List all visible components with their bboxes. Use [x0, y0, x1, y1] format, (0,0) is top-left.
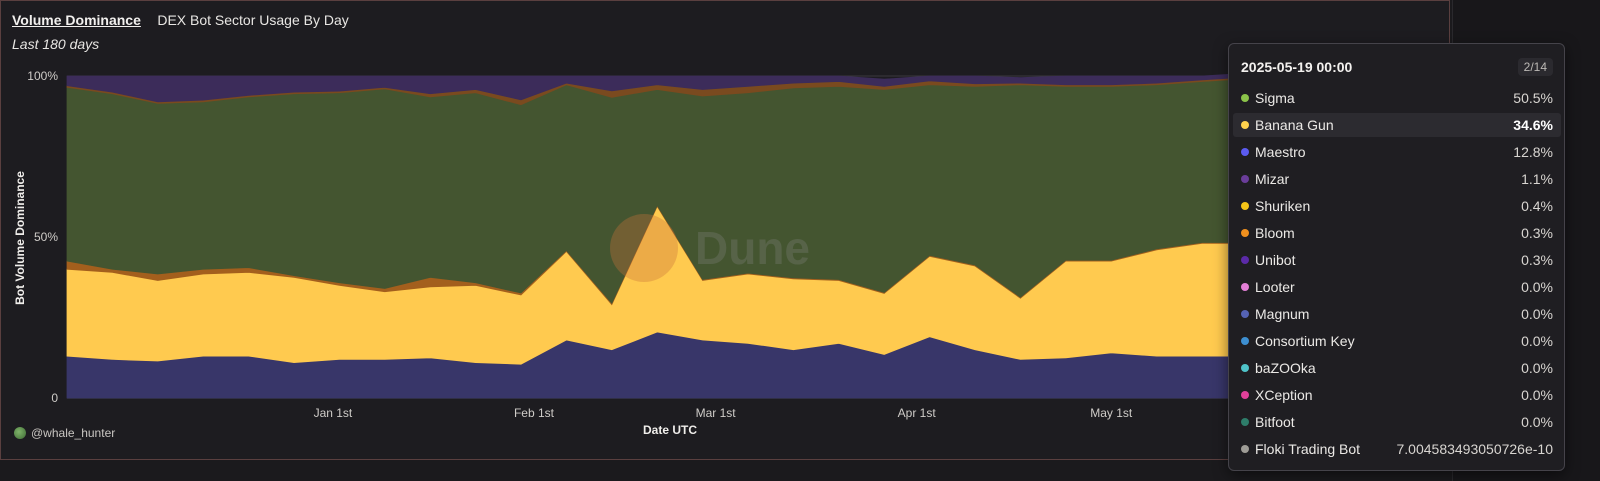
x-tick-label: May 1st [1090, 406, 1133, 420]
tooltip-series-value: 0.0% [1521, 414, 1553, 430]
tooltip-series-value: 0.0% [1521, 387, 1553, 403]
tooltip-series-name: Floki Trading Bot [1255, 441, 1361, 457]
chart-title-link[interactable]: Volume Dominance [12, 12, 141, 28]
y-axis-ticks: 0 50% 100% [27, 69, 58, 405]
tooltip-series-value: 0.3% [1521, 225, 1553, 241]
tooltip-series-value: 1.1% [1521, 171, 1553, 187]
chart-tooltip: 2025-05-19 00:00 2/14 Sigma 50.5% Banana G… [1228, 43, 1565, 471]
legend-dot-icon [1241, 283, 1249, 291]
tooltip-series-name: baZOOka [1255, 360, 1316, 376]
legend-dot-icon [1241, 364, 1249, 372]
tooltip-series-name: Unibot [1255, 252, 1296, 268]
tooltip-series-name: Banana Gun [1255, 117, 1334, 133]
chart-period: Last 180 days [12, 36, 100, 52]
y-axis-title: Bot Volume Dominance [13, 171, 27, 305]
tooltip-series-value: 12.8% [1513, 144, 1553, 160]
tooltip-row: Shuriken 0.4% [1233, 194, 1561, 218]
legend-dot-icon [1241, 310, 1249, 318]
tooltip-series-value: 0.0% [1521, 360, 1553, 376]
tooltip-series-name: Mizar [1255, 171, 1290, 187]
tooltip-series-value: 0.3% [1521, 252, 1553, 268]
chart-subtitle: DEX Bot Sector Usage By Day [157, 12, 349, 28]
tooltip-series-value: 0.0% [1521, 279, 1553, 295]
tooltip-row: Consortium Key 0.0% [1233, 329, 1561, 353]
tooltip-series-name: Sigma [1255, 90, 1295, 106]
tooltip-row: Magnum 0.0% [1233, 302, 1561, 326]
tooltip-row: Sigma 50.5% [1233, 86, 1561, 110]
tooltip-series-name: Bitfoot [1255, 414, 1295, 430]
tooltip-series-value: 34.6% [1513, 117, 1553, 133]
legend-dot-icon [1241, 256, 1249, 264]
x-axis-ticks: Jan 1st Feb 1st Mar 1st Apr 1st May 1st [314, 406, 1133, 420]
tooltip-series-value: 7.004583493050726e-10 [1396, 441, 1554, 457]
x-tick-label: Apr 1st [898, 406, 937, 420]
tooltip-row: Maestro 12.8% [1233, 140, 1561, 164]
tooltip-series-value: 0.0% [1521, 333, 1553, 349]
author-credit[interactable]: @whale_hunter [14, 426, 115, 440]
x-tick-label: Jan 1st [314, 406, 353, 420]
legend-dot-icon [1241, 175, 1249, 183]
tooltip-row: Bitfoot 0.0% [1233, 410, 1561, 434]
tooltip-page-indicator: 2/14 [1517, 58, 1553, 76]
legend-dot-icon [1241, 229, 1249, 237]
tooltip-row: Unibot 0.3% [1233, 248, 1561, 272]
tooltip-row: Looter 0.0% [1233, 275, 1561, 299]
y-tick-label: 50% [34, 230, 58, 244]
tooltip-row: baZOOka 0.0% [1233, 356, 1561, 380]
tooltip-row: Mizar 1.1% [1233, 167, 1561, 191]
author-handle: @whale_hunter [31, 426, 116, 440]
tooltip-series-value: 0.4% [1521, 198, 1553, 214]
tooltip-date: 2025-05-19 00:00 [1241, 59, 1353, 75]
chart-header: Volume Dominance DEX Bot Sector Usage By… [12, 12, 349, 30]
x-tick-label: Mar 1st [696, 406, 737, 420]
tooltip-series-name: Bloom [1255, 225, 1295, 241]
legend-dot-icon [1241, 121, 1249, 129]
legend-dot-icon [1241, 202, 1249, 210]
tooltip-series-value: 50.5% [1513, 90, 1553, 106]
legend-dot-icon [1241, 418, 1249, 426]
tooltip-series-name: Consortium Key [1255, 333, 1355, 349]
tooltip-series-name: Shuriken [1255, 198, 1311, 214]
tooltip-series-name: XCeption [1255, 387, 1313, 403]
tooltip-series-value: 0.0% [1521, 306, 1553, 322]
area-chart[interactable]: Dune 0 50% 100% Jan 1st Feb 1st Mar 1st Apr 1… [0, 0, 1450, 460]
avatar-icon [14, 427, 26, 439]
legend-dot-icon [1241, 94, 1249, 102]
y-tick-label: 100% [27, 69, 58, 83]
tooltip-row: Floki Trading Bot 7.004583493050726e-10 [1233, 437, 1561, 461]
tooltip-row: XCeption 0.0% [1233, 383, 1561, 407]
tooltip-row: Banana Gun 34.6% [1233, 113, 1561, 137]
x-tick-label: Feb 1st [514, 406, 555, 420]
x-axis-title: Date UTC [643, 423, 697, 437]
legend-dot-icon [1241, 337, 1249, 345]
legend-dot-icon [1241, 391, 1249, 399]
tooltip-series-name: Maestro [1255, 144, 1306, 160]
watermark-text: Dune [695, 222, 810, 274]
watermark-logo-icon [610, 214, 678, 282]
tooltip-series-name: Looter [1255, 279, 1295, 295]
legend-dot-icon [1241, 148, 1249, 156]
y-tick-label: 0 [51, 391, 58, 405]
watermark: Dune [610, 214, 810, 282]
legend-dot-icon [1241, 445, 1249, 453]
stacked-areas [66, 73, 1229, 399]
tooltip-series-name: Magnum [1255, 306, 1310, 322]
tooltip-row: Bloom 0.3% [1233, 221, 1561, 245]
tooltip-header: 2025-05-19 00:00 2/14 [1241, 58, 1553, 76]
